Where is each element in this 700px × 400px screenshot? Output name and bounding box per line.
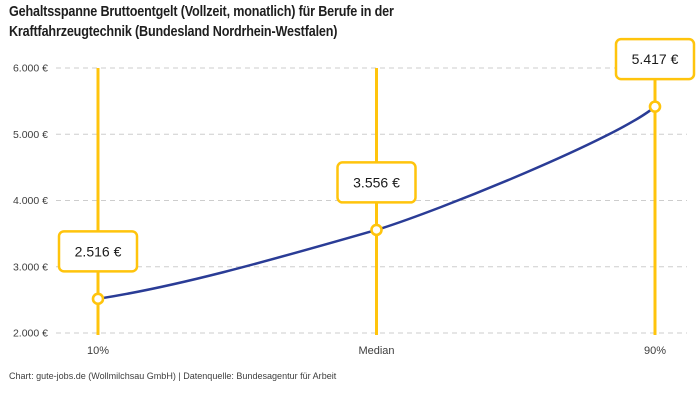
y-tick-label: 5.000 €: [13, 129, 48, 141]
chart-source-attribution: Chart: gute-jobs.de (Wollmilchsau GmbH) …: [9, 371, 337, 382]
data-point-marker: [370, 223, 383, 237]
y-tick-label: 4.000 €: [13, 195, 48, 207]
value-label: 5.417 €: [632, 51, 679, 67]
value-label-box: [57, 230, 139, 273]
x-tick-label: 90%: [644, 345, 666, 357]
value-label-box: [614, 37, 696, 81]
x-tick-label: Median: [358, 345, 394, 357]
data-point-marker: [648, 100, 662, 113]
x-tick-label: 10%: [87, 345, 109, 357]
value-label: 3.556 €: [353, 174, 400, 190]
chart-title-line-1: Gehaltsspanne Bruttoentgelt (Vollzeit, m…: [9, 3, 394, 20]
data-point-marker: [91, 292, 105, 306]
y-tick-label: 6.000 €: [13, 63, 48, 75]
y-tick-label: 2.000 €: [13, 328, 48, 340]
value-label-box: [336, 161, 417, 204]
chart-title: Gehaltsspanne Bruttoentgelt (Vollzeit, m…: [9, 2, 394, 42]
chart-title-line-2: Kraftfahrzeugtechnik (Bundesland Nordrhe…: [9, 23, 338, 40]
y-tick-label: 3.000 €: [13, 261, 48, 273]
value-label: 2.516 €: [75, 243, 122, 259]
